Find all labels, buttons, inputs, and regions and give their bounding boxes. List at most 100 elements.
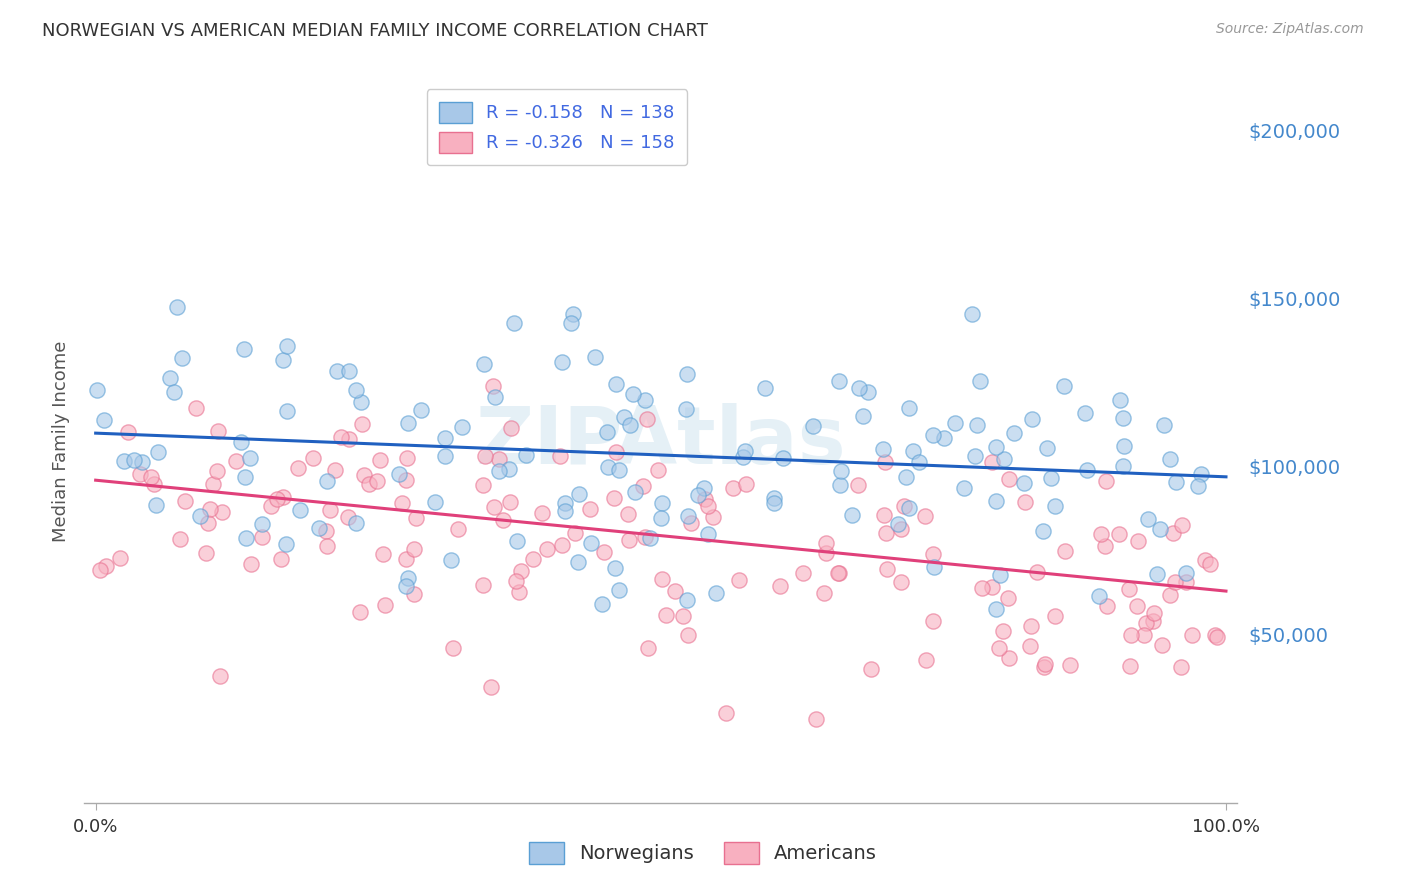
Text: Source: ZipAtlas.com: Source: ZipAtlas.com <box>1216 22 1364 37</box>
Point <box>302 451 325 466</box>
Point <box>143 477 166 491</box>
Point <box>568 487 591 501</box>
Point <box>676 593 699 607</box>
Point <box>207 464 229 478</box>
Point <box>860 662 883 676</box>
Point <box>315 524 337 538</box>
Point <box>1175 574 1198 589</box>
Point <box>326 364 349 378</box>
Point <box>474 449 496 463</box>
Point <box>405 511 427 525</box>
Point <box>318 502 340 516</box>
Point <box>997 591 1019 605</box>
Point <box>315 539 337 553</box>
Point <box>640 531 662 545</box>
Point <box>617 533 640 548</box>
Point <box>402 541 425 556</box>
Point <box>986 493 1008 508</box>
Point <box>287 461 309 475</box>
Point <box>488 451 510 466</box>
Point <box>873 508 896 522</box>
Point <box>402 586 425 600</box>
Point <box>1175 566 1198 581</box>
Point <box>605 376 627 391</box>
Point <box>619 418 641 433</box>
Point <box>564 526 586 541</box>
Point <box>499 495 522 509</box>
Point <box>654 607 676 622</box>
Point <box>897 501 920 516</box>
Point <box>987 641 1010 656</box>
Point <box>734 477 756 491</box>
Point <box>239 451 262 466</box>
Point <box>89 563 111 577</box>
Point <box>395 473 418 487</box>
Point <box>721 482 744 496</box>
Point <box>984 602 1007 616</box>
Legend: Norwegians, Americans: Norwegians, Americans <box>516 828 890 878</box>
Point <box>848 381 870 395</box>
Point <box>993 451 1015 466</box>
Point <box>250 516 273 531</box>
Point <box>211 505 233 519</box>
Point <box>425 494 447 508</box>
Point <box>201 477 224 491</box>
Point <box>488 464 510 478</box>
Point <box>624 485 647 500</box>
Point <box>562 307 585 321</box>
Point <box>1153 418 1175 433</box>
Point <box>943 416 966 430</box>
Point <box>323 463 346 477</box>
Point <box>922 428 945 442</box>
Point <box>1014 495 1036 509</box>
Point <box>872 442 894 457</box>
Point <box>672 608 695 623</box>
Point <box>972 581 994 595</box>
Point <box>990 567 1012 582</box>
Point <box>841 508 863 522</box>
Point <box>696 526 718 541</box>
Point <box>207 424 229 438</box>
Point <box>890 574 912 589</box>
Point <box>503 316 526 330</box>
Point <box>714 706 737 721</box>
Point <box>170 351 193 366</box>
Point <box>647 463 669 477</box>
Point <box>93 413 115 427</box>
Point <box>353 468 375 483</box>
Point <box>554 504 576 518</box>
Point <box>357 477 380 491</box>
Point <box>232 342 254 356</box>
Point <box>664 583 686 598</box>
Point <box>897 401 920 416</box>
Point <box>679 516 702 530</box>
Point <box>1097 599 1119 614</box>
Point <box>1112 411 1135 425</box>
Point <box>337 432 360 446</box>
Point <box>260 499 283 513</box>
Point <box>274 537 297 551</box>
Point <box>1119 659 1142 673</box>
Point <box>229 435 252 450</box>
Point <box>651 572 673 586</box>
Point <box>603 561 626 575</box>
Point <box>112 454 135 468</box>
Point <box>396 571 419 585</box>
Point <box>548 450 571 464</box>
Point <box>396 450 419 465</box>
Point <box>308 521 330 535</box>
Point <box>1043 608 1066 623</box>
Point <box>1074 406 1097 420</box>
Point <box>693 482 716 496</box>
Point <box>235 531 257 545</box>
Point <box>551 355 574 369</box>
Point <box>828 374 851 388</box>
Point <box>651 496 673 510</box>
Point <box>94 559 117 574</box>
Point <box>484 500 506 514</box>
Point <box>208 669 231 683</box>
Point <box>768 579 790 593</box>
Point <box>1002 426 1025 441</box>
Point <box>953 481 976 495</box>
Point <box>169 532 191 546</box>
